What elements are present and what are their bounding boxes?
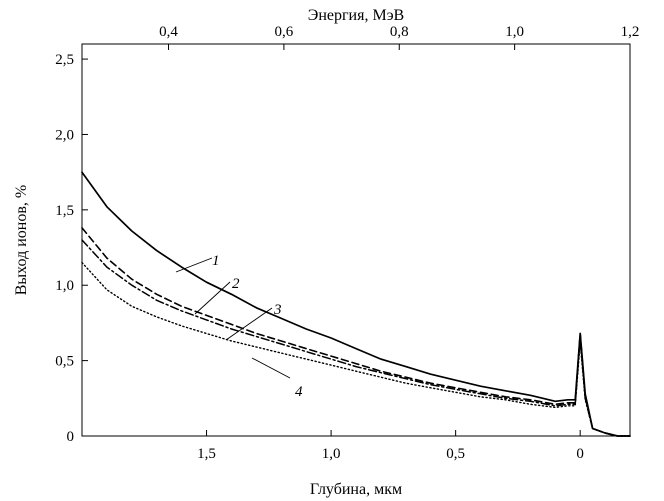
leader-line-4 xyxy=(251,357,291,379)
x-tick-label-0: 1,5 xyxy=(197,446,216,462)
y-tick-label-1: 0,5 xyxy=(55,354,74,370)
y-tick-label-4: 2,0 xyxy=(55,127,74,143)
y-tick-label-0: 0 xyxy=(67,429,75,445)
y-tick-label-3: 1,5 xyxy=(55,203,74,219)
leader-line-3 xyxy=(225,307,273,341)
y-tick-label-2: 1,0 xyxy=(55,278,74,294)
curve-annotations: 12 3 4 xyxy=(175,253,303,400)
x2-tick-label-4: 1,2 xyxy=(621,24,640,40)
x2-tick-label-2: 0,8 xyxy=(390,24,409,40)
tick-labels: 1,5 1,0 0,5 0 0,4 0,6 0,8 1,0 1,2 0 0,5 1,0 1,5 2,0 2,… xyxy=(55,24,639,462)
x2-tick-label-1: 0,6 xyxy=(275,24,294,40)
leader-line-2 xyxy=(194,281,231,315)
plot-frame xyxy=(81,43,631,437)
curve-label-4: 4 xyxy=(295,384,303,400)
curve-label-3: 3 xyxy=(273,302,282,318)
x2-tick-label-3: 1,0 xyxy=(505,24,524,40)
x-tick-label-1: 1,0 xyxy=(322,446,341,462)
leader-line-1 xyxy=(175,257,213,273)
x-tick-label-3: 0 xyxy=(576,446,584,462)
series-line-2 xyxy=(81,227,631,437)
series-line-4 xyxy=(81,261,631,437)
series-line-1 xyxy=(81,171,631,437)
curve-label-1: 1 xyxy=(212,253,220,269)
top-axis-title: Энергия, МэВ xyxy=(308,7,404,24)
bottom-axis-title: Глубина, мкм xyxy=(310,481,402,498)
tick-marks xyxy=(82,44,631,437)
curve-label-2: 2 xyxy=(232,276,240,292)
series-layer xyxy=(81,171,631,437)
x2-tick-label-0: 0,4 xyxy=(159,24,178,40)
y-tick-label-5: 2,5 xyxy=(55,52,74,68)
x-tick-label-2: 0,5 xyxy=(446,446,465,462)
y-axis-title: Выход ионов, % xyxy=(13,185,30,296)
